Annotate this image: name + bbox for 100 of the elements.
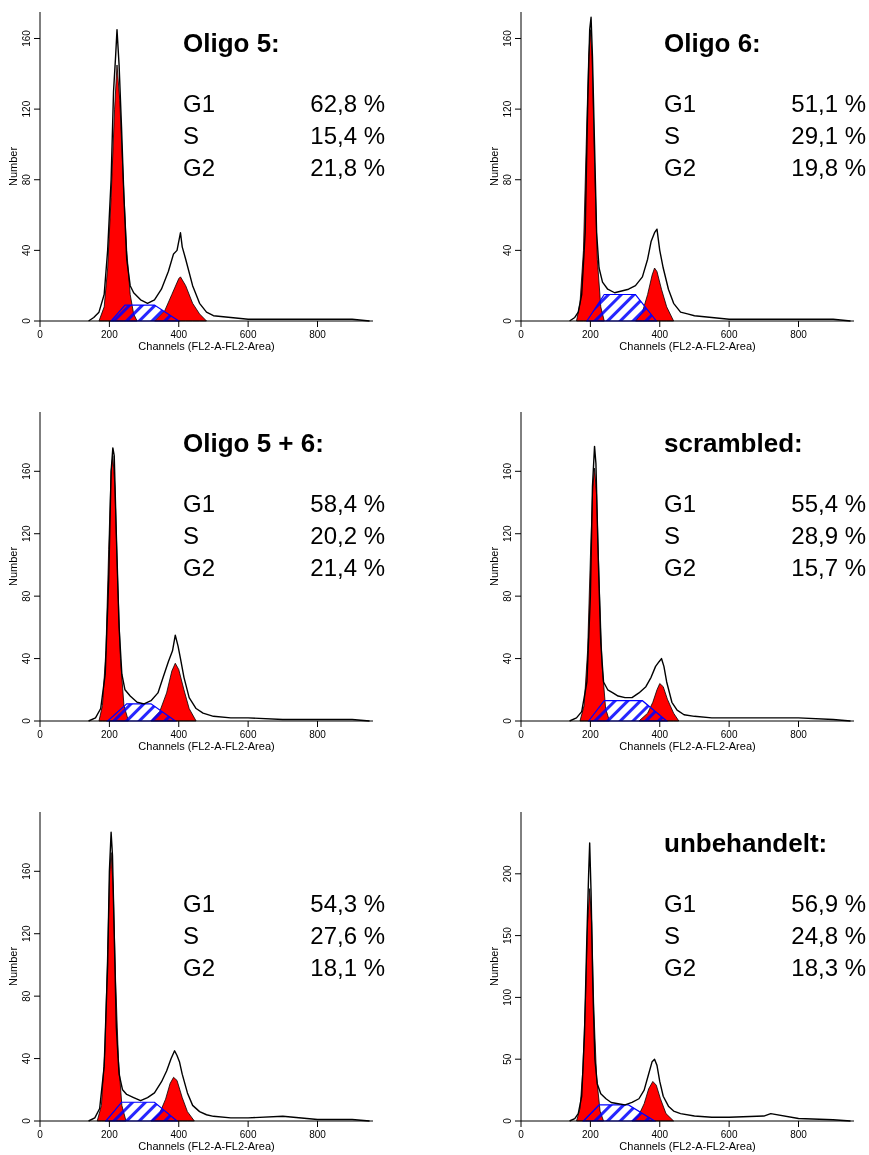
annotation: 21,4 % xyxy=(310,554,385,581)
x-tick-label: 800 xyxy=(790,1129,808,1140)
y-tick-label: 80 xyxy=(21,173,32,186)
annotation: G2 xyxy=(183,154,216,181)
y-tick-label: 200 xyxy=(502,865,513,883)
y-tick-label: 0 xyxy=(21,317,32,324)
annotation: 62,8 % xyxy=(310,90,385,117)
y-tick-label: 40 xyxy=(21,244,32,256)
x-axis-title: Channels (FL2-A-FL2-Area) xyxy=(138,340,275,352)
y-tick-label: 120 xyxy=(21,100,32,118)
x-tick-label: 800 xyxy=(790,729,808,740)
text: Oligo 6: xyxy=(664,28,761,58)
y-tick-label: 160 xyxy=(21,862,32,880)
annotation: S xyxy=(664,922,681,949)
x-axis-title: Channels (FL2-A-FL2-Area) xyxy=(619,1140,756,1152)
x-tick-label: 400 xyxy=(651,729,669,740)
annotation: 21,8 % xyxy=(310,154,385,181)
annotation: 15,4 % xyxy=(310,122,385,149)
annotation: 56,9 % xyxy=(791,890,866,917)
x-tick-label: 400 xyxy=(170,729,188,740)
text: unbehandelt: xyxy=(664,828,828,858)
annotation: 15,7 % xyxy=(791,554,866,581)
y-tick-label: 150 xyxy=(502,926,513,944)
x-tick-label: 0 xyxy=(518,729,525,740)
annotation: 20,2 % xyxy=(310,522,385,549)
x-tick-label: 600 xyxy=(239,329,257,340)
text: Oligo 5 + 6: xyxy=(183,428,324,458)
annotation: 24,8 % xyxy=(791,922,866,949)
text: Oligo 5: xyxy=(183,28,280,58)
x-tick-label: 200 xyxy=(582,1129,600,1140)
annotation: G1 xyxy=(183,490,216,517)
y-axis-title: Number xyxy=(488,946,500,987)
annotation: S xyxy=(183,122,200,149)
x-axis-title: Channels (FL2-A-FL2-Area) xyxy=(619,340,756,352)
annotation: G1 xyxy=(664,890,697,917)
y-tick-label: 40 xyxy=(502,652,513,665)
y-tick-label: 40 xyxy=(21,1052,32,1065)
annotation: S xyxy=(664,522,681,549)
x-tick-label: 600 xyxy=(239,1129,257,1140)
x-tick-label: 200 xyxy=(101,729,119,740)
y-tick-label: 160 xyxy=(21,462,32,480)
x-tick-label: 800 xyxy=(790,329,808,340)
x-tick-label: 600 xyxy=(720,1129,738,1140)
x-tick-label: 400 xyxy=(170,1129,188,1140)
y-tick-label: 80 xyxy=(502,173,513,186)
y-tick-label: 40 xyxy=(21,652,32,665)
x-axis-title: Channels (FL2-A-FL2-Area) xyxy=(138,1140,275,1152)
annotation: G2 xyxy=(183,554,216,581)
annotation: 58,4 % xyxy=(310,490,385,517)
x-tick-label: 400 xyxy=(651,1129,669,1140)
y-tick-label: 40 xyxy=(502,244,513,256)
y-axis-title: Number xyxy=(488,146,500,187)
x-tick-label: 0 xyxy=(37,1129,44,1140)
annotation: S xyxy=(664,122,681,149)
x-tick-label: 200 xyxy=(101,329,119,340)
y-axis-title: Number xyxy=(7,546,19,587)
annotation: G2 xyxy=(664,154,697,181)
annotation: 55,4 % xyxy=(791,490,866,517)
y-tick-label: 120 xyxy=(502,524,513,543)
y-tick-label: 120 xyxy=(21,924,32,943)
annotation: 27,6 % xyxy=(310,922,385,949)
annotation: 28,9 % xyxy=(791,522,866,549)
annotation: G2 xyxy=(664,954,697,981)
x-tick-label: 0 xyxy=(37,329,44,340)
y-tick-label: 160 xyxy=(502,29,513,47)
annotation: G1 xyxy=(664,490,697,517)
y-tick-label: 80 xyxy=(21,990,32,1002)
y-tick-label: 0 xyxy=(502,1117,513,1124)
y-tick-label: 100 xyxy=(502,988,513,1006)
annotation: 51,1 % xyxy=(791,90,866,117)
x-tick-label: 200 xyxy=(101,1129,119,1140)
annotation: 18,1 % xyxy=(310,954,385,981)
annotation: S xyxy=(183,522,200,549)
text: scrambled: xyxy=(664,428,803,458)
annotation: 29,1 % xyxy=(791,122,866,149)
x-tick-label: 600 xyxy=(720,729,738,740)
y-tick-label: 50 xyxy=(502,1053,513,1065)
x-tick-label: 200 xyxy=(582,329,600,340)
x-tick-label: 400 xyxy=(651,329,669,340)
x-tick-label: 0 xyxy=(518,1129,525,1140)
y-tick-label: 120 xyxy=(502,100,513,118)
y-tick-label: 0 xyxy=(21,717,32,724)
annotation: G2 xyxy=(183,954,216,981)
x-tick-label: 0 xyxy=(518,329,525,340)
y-tick-label: 80 xyxy=(502,590,513,602)
annotation: G2 xyxy=(664,554,697,581)
y-tick-label: 160 xyxy=(502,462,513,480)
y-tick-label: 80 xyxy=(21,590,32,602)
x-axis-title: Channels (FL2-A-FL2-Area) xyxy=(138,740,275,752)
x-tick-label: 400 xyxy=(170,329,188,340)
y-axis-title: Number xyxy=(7,946,19,987)
y-tick-label: 160 xyxy=(21,29,32,47)
annotation: S xyxy=(183,922,200,949)
y-tick-label: 0 xyxy=(21,1117,32,1124)
x-tick-label: 800 xyxy=(309,1129,327,1140)
annotation: G1 xyxy=(183,890,216,917)
y-axis-title: Number xyxy=(488,546,500,587)
y-tick-label: 0 xyxy=(502,317,513,324)
annotation: 18,3 % xyxy=(791,954,866,981)
y-tick-label: 120 xyxy=(21,524,32,543)
